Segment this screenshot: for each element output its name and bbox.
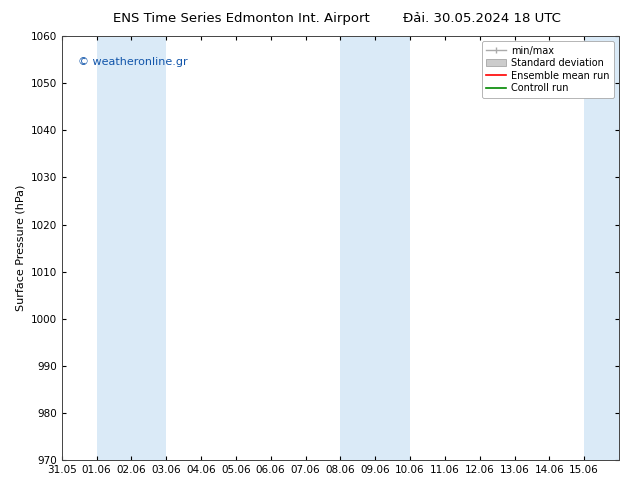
Bar bbox=[584, 36, 619, 460]
Y-axis label: Surface Pressure (hPa): Surface Pressure (hPa) bbox=[15, 185, 25, 311]
Bar bbox=[340, 36, 410, 460]
Bar bbox=[96, 36, 166, 460]
Text: ENS Time Series Edmonton Int. Airport: ENS Time Series Edmonton Int. Airport bbox=[113, 12, 369, 25]
Text: © weatheronline.gr: © weatheronline.gr bbox=[79, 57, 188, 67]
Text: Đải. 30.05.2024 18 UTC: Đải. 30.05.2024 18 UTC bbox=[403, 12, 561, 25]
Legend: min/max, Standard deviation, Ensemble mean run, Controll run: min/max, Standard deviation, Ensemble me… bbox=[482, 41, 614, 98]
